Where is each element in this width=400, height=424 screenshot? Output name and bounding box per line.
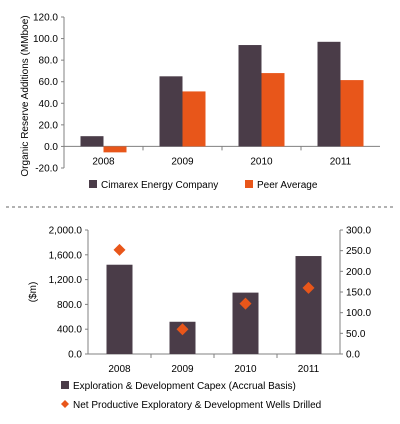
chart2-left-tick-label: 1,600.0 [49, 250, 83, 261]
legend-label-peer-average: Peer Average [257, 180, 318, 191]
chart2-right-tick-label: 50.0 [346, 329, 366, 340]
chart2-diamond-wells-2011 [302, 281, 315, 294]
chart1-y-tick-label: 120.0 [33, 13, 58, 24]
legend-swatch-peer-average [245, 180, 253, 188]
reserve-additions-chart: Organic Reserve Additions (MMboe) 120.01… [20, 13, 380, 191]
chart1-bars [80, 41, 364, 153]
chart2-y-axis-label: ($m) [28, 282, 39, 303]
chart2-bar-capex-2011 [295, 256, 322, 354]
chart1-y-tick-label: 100.0 [33, 34, 58, 45]
chart1-bar-cimarex-2010 [238, 45, 262, 147]
chart2-diamond-wells-2009 [176, 323, 189, 336]
chart2-x-tick-label: 2011 [298, 364, 320, 375]
chart1-y-tick-label: 20.0 [39, 120, 59, 131]
chart2-left-y-ticks: 2,000.0 1,600.0 1,200.0 800.0 400.0 0.0 [49, 226, 88, 361]
legend-label-wells: Net Productive Exploratory & Development… [73, 400, 321, 411]
chart1-y-tick-label: 0.0 [44, 142, 58, 153]
chart1-bar-cimarex-2009 [159, 76, 183, 147]
chart2-left-tick-label: 400.0 [57, 325, 82, 336]
chart2-x-ticks: 2008 2009 2010 2011 [108, 354, 320, 375]
chart2-left-tick-label: 1,200.0 [49, 275, 83, 286]
chart2-x-tick-label: 2009 [171, 364, 194, 375]
chart2-right-tick-label: 250.0 [346, 246, 371, 257]
chart1-legend: Cimarex Energy Company Peer Average [89, 180, 318, 191]
chart1-x-tick-label: 2010 [250, 156, 273, 167]
chart1-y-tick-label: 40.0 [39, 99, 59, 110]
chart2-diamond-wells-2010 [239, 297, 252, 310]
chart1-y-axis-label: Organic Reserve Additions (MMboe) [20, 15, 31, 176]
legend-diamond-wells-icon [61, 400, 69, 408]
chart2-diamond-wells-2008 [113, 243, 126, 256]
legend-label-capex: Exploration & Development Capex (Accrual… [73, 381, 296, 392]
chart1-x-ticks: 2008 2009 2010 2011 [92, 146, 352, 167]
chart2-left-tick-label: 800.0 [57, 300, 82, 311]
chart1-x-tick-label: 2008 [92, 156, 115, 167]
chart1-bar-peer-2011 [340, 80, 364, 147]
chart1-y-tick-label: 80.0 [39, 56, 59, 67]
chart1-bar-peer-2009 [182, 91, 206, 147]
chart1-x-tick-label: 2009 [171, 156, 194, 167]
chart2-right-tick-label: 150.0 [346, 288, 371, 299]
chart1-bar-cimarex-2011 [317, 41, 341, 147]
chart2-points [113, 243, 315, 336]
chart2-left-tick-label: 0.0 [68, 350, 82, 361]
chart1-bar-cimarex-2008 [80, 136, 104, 147]
chart1-bar-peer-2008 [103, 146, 127, 153]
chart2-bars [106, 256, 322, 354]
chart2-right-tick-label: 300.0 [346, 226, 371, 237]
chart2-x-tick-label: 2010 [234, 364, 257, 375]
chart1-y-tick-label: -20.0 [35, 164, 58, 175]
capex-wells-chart: ($m) 2,000.01,600.01,200.0800.0400.00.0 … [28, 226, 371, 412]
chart2-right-tick-label: 100.0 [346, 308, 371, 319]
chart2-right-tick-label: 200.0 [346, 267, 371, 278]
legend-swatch-cimarex [89, 180, 97, 188]
chart2-x-tick-label: 2008 [108, 364, 131, 375]
chart1-y-ticks: 120.0 100.0 80.0 60.0 40.0 20.0 0.0 -20.0 [33, 13, 64, 175]
chart2-right-tick-label: 0.0 [346, 350, 360, 361]
legend-swatch-capex [61, 381, 69, 389]
chart1-y-tick-label: 60.0 [39, 77, 59, 88]
chart2-left-tick-label: 2,000.0 [49, 226, 83, 237]
chart2-bar-capex-2008 [106, 264, 133, 354]
chart1-bar-peer-2010 [261, 73, 285, 147]
chart1-x-tick-label: 2011 [330, 156, 352, 167]
chart2-legend: Exploration & Development Capex (Accrual… [61, 381, 321, 411]
legend-label-cimarex: Cimarex Energy Company [101, 180, 218, 191]
chart2-right-y-ticks: 300.0 250.0 200.0 150.0 100.0 50.0 0.0 [340, 226, 371, 361]
